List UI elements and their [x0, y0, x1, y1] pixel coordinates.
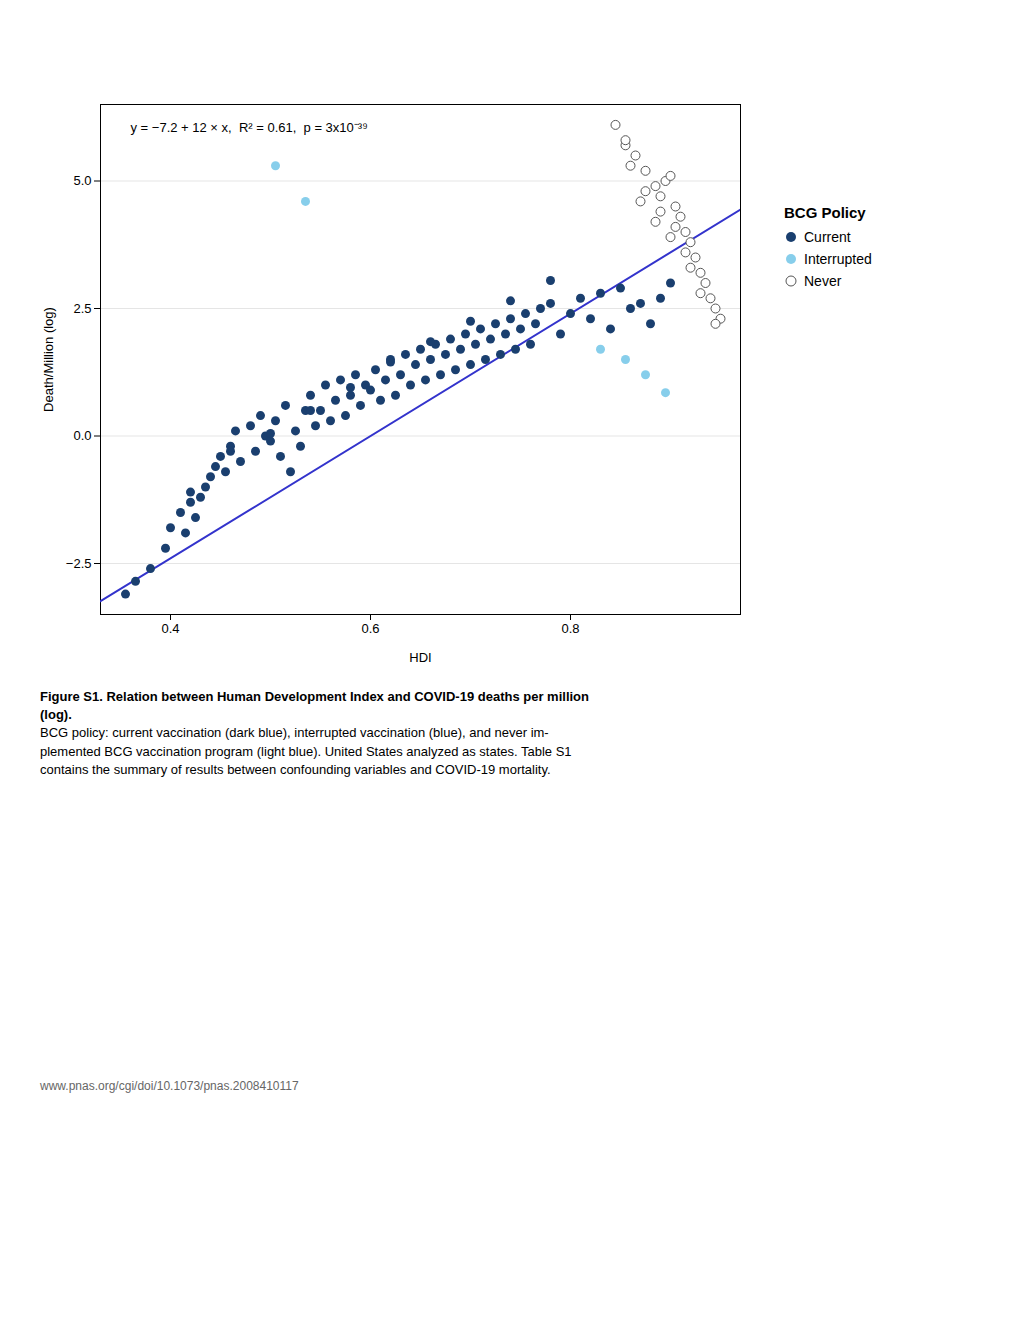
html-text:Interrupted: Interrupted	[804, 251, 872, 267]
svg-text:y = −7.2 + 12 × x, R² = 0.61,: y = −7.2 + 12 × x, R² = 0.61, p = 3x10⁻³…	[131, 120, 368, 135]
svg-text:0.8: 0.8	[561, 621, 579, 636]
svg-text:−2.5: −2.5	[66, 556, 92, 571]
html-text:www.pnas.org/cgi/doi/10.1073/p: www.pnas.org/cgi/doi/10.1073/pnas.200841…	[40, 1078, 299, 1093]
html-text:BCG policy: current vaccinatio: BCG policy: current vaccination (dark bl…	[40, 725, 572, 777]
svg-text:2.5: 2.5	[73, 301, 91, 316]
html-text:Figure S1. Relation between Hu: Figure S1. Relation between Human Develo…	[40, 689, 589, 723]
svg-text:0.0: 0.0	[73, 428, 91, 443]
html-text:Never: Never	[804, 273, 842, 289]
svg-text:Death/Million (log): Death/Million (log)	[41, 307, 56, 412]
svg-text:HDI: HDI	[409, 650, 431, 665]
svg-text:0.4: 0.4	[161, 621, 179, 636]
html-text:Current: Current	[804, 229, 851, 245]
svg-text:0.6: 0.6	[361, 621, 379, 636]
html-text:BCG Policy: BCG Policy	[784, 204, 866, 221]
svg-text:5.0: 5.0	[73, 173, 91, 188]
